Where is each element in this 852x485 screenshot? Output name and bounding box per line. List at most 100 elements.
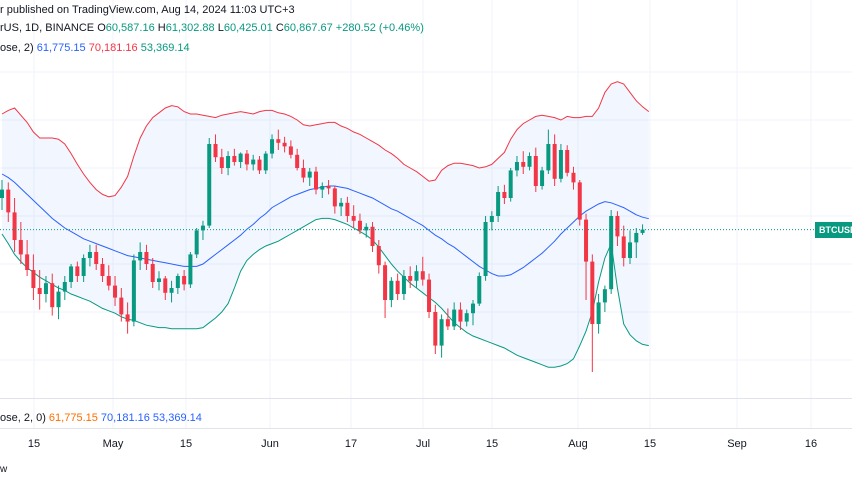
candle xyxy=(157,271,161,291)
candle-body xyxy=(332,188,337,207)
close-label: C xyxy=(275,22,284,34)
candle xyxy=(188,252,193,288)
candle xyxy=(301,159,306,183)
candle xyxy=(169,280,174,303)
lower-legend-value-2: 70,181.16 xyxy=(100,412,150,424)
candle-body xyxy=(314,171,318,190)
candle xyxy=(558,144,563,183)
candle-body xyxy=(0,189,4,198)
candle xyxy=(332,186,337,214)
high-value: 61,302.88 xyxy=(165,22,215,34)
candle xyxy=(150,258,155,288)
candle-body xyxy=(207,144,212,226)
candle xyxy=(477,272,482,306)
indicator-legend-prefix: ose, 2) xyxy=(0,42,34,54)
candle-body xyxy=(357,220,362,231)
candle xyxy=(483,216,488,281)
candle xyxy=(18,222,23,264)
candle xyxy=(540,166,545,190)
candle-body xyxy=(295,154,300,168)
candle xyxy=(138,242,143,270)
candle-body xyxy=(175,276,180,288)
x-label-jul-15: 15 xyxy=(485,438,499,450)
candle-body xyxy=(483,222,488,276)
candle-body xyxy=(527,156,532,167)
candle xyxy=(226,151,231,176)
candle-body xyxy=(50,283,55,308)
candle xyxy=(94,244,99,270)
candle-body xyxy=(94,252,99,264)
candle-body xyxy=(395,280,400,294)
bollinger-band-fill xyxy=(2,81,649,368)
pane-separator[interactable] xyxy=(0,398,852,399)
candle-body xyxy=(106,276,111,286)
candle xyxy=(584,213,589,300)
candle xyxy=(376,240,381,274)
last-price-tag: BTCUSDT xyxy=(815,221,852,238)
candle-body xyxy=(602,289,607,303)
candle-body xyxy=(194,230,199,255)
candle-body xyxy=(125,314,130,322)
candle xyxy=(364,223,369,238)
candle xyxy=(194,228,199,258)
candle xyxy=(314,166,318,195)
candle xyxy=(508,168,513,202)
candle xyxy=(546,129,551,174)
candle xyxy=(628,230,632,264)
candle xyxy=(219,148,224,174)
candle-body xyxy=(590,261,595,324)
bottom-fragment-text: w xyxy=(0,464,8,475)
candle-body xyxy=(257,159,262,171)
x-label-sep-16: 16 xyxy=(804,438,818,450)
candle xyxy=(496,186,501,222)
candle xyxy=(414,265,419,288)
candle-body xyxy=(502,192,507,198)
candle xyxy=(458,302,463,330)
bollinger-lower-band-line xyxy=(1,217,649,368)
candle-body xyxy=(119,297,124,315)
candle xyxy=(144,244,149,270)
candle xyxy=(489,211,494,231)
candle xyxy=(357,213,362,234)
x-label-may: May xyxy=(102,438,124,450)
candle-body xyxy=(552,144,557,179)
candle xyxy=(270,134,275,159)
published-text: r published on TradingView.com, Aug 14, … xyxy=(0,4,295,16)
candle xyxy=(207,138,212,228)
indicator-legend[interactable]: ose, 2) 61,775.15 70,181.16 53,369.14 xyxy=(0,42,190,54)
candle-body xyxy=(238,153,243,162)
open-value: 60,587.16 xyxy=(105,22,155,34)
candle xyxy=(320,182,325,198)
candle xyxy=(590,254,595,372)
candle-body xyxy=(621,236,626,258)
lower-pane-legend[interactable]: ose, 2, 0) 61,775.15 70,181.16 53,369.14 xyxy=(0,412,202,424)
x-label-may-15: 15 xyxy=(179,438,193,450)
candle xyxy=(100,258,105,282)
indicator-upper-value: 70,181.16 xyxy=(88,42,138,54)
candle-body xyxy=(244,153,249,165)
bollinger-upper-band-line xyxy=(1,81,650,198)
candle xyxy=(326,180,331,195)
candle-body xyxy=(433,312,438,346)
candle-body xyxy=(427,279,432,312)
candle-body xyxy=(640,229,645,233)
candle-body xyxy=(282,142,287,147)
open-label: O xyxy=(97,22,106,34)
candle-body xyxy=(113,285,118,298)
candle xyxy=(420,256,425,286)
candle xyxy=(609,210,614,294)
candle-body xyxy=(69,266,74,282)
candle xyxy=(577,180,582,226)
candle-body xyxy=(276,139,281,143)
x-label-jun-17: 17 xyxy=(344,438,358,450)
candle-body xyxy=(270,139,275,154)
change-value: +280.52 (+0.46%) xyxy=(335,22,424,34)
candle-body xyxy=(376,246,381,266)
candle-body xyxy=(163,278,168,293)
candle-body xyxy=(138,252,143,261)
candle-body xyxy=(540,170,545,186)
candle-body xyxy=(584,219,589,262)
candle-body xyxy=(182,276,187,285)
candle-body xyxy=(301,168,306,178)
